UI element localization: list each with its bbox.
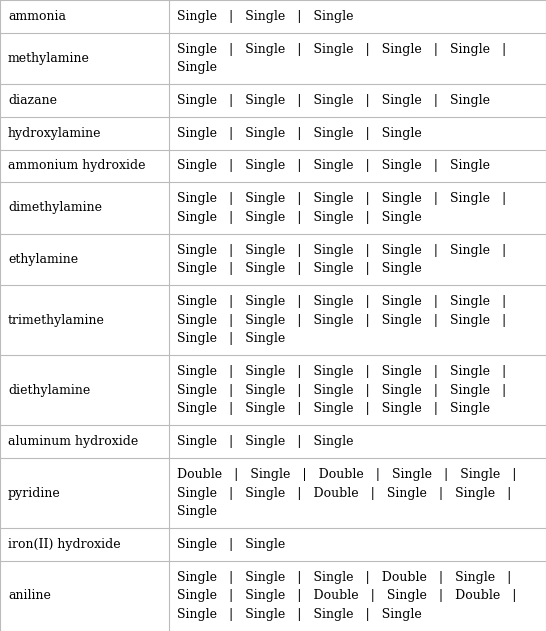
Text: Single   |   Single   |   Single   |   Single   |   Single   |
Single   |   Sing: Single | Single | Single | Single | Sing… xyxy=(177,295,506,345)
Text: Single   |   Single   |   Single   |   Single   |   Single   |
Single   |   Sing: Single | Single | Single | Single | Sing… xyxy=(177,192,506,224)
Text: Single   |   Single   |   Single   |   Single   |   Single   |
Single   |   Sing: Single | Single | Single | Single | Sing… xyxy=(177,244,506,275)
Text: aluminum hydroxide: aluminum hydroxide xyxy=(8,435,138,448)
Text: Single   |   Single   |   Single: Single | Single | Single xyxy=(177,10,353,23)
Text: Single   |   Single   |   Single   |   Double   |   Single   |
Single   |   Sing: Single | Single | Single | Double | Sing… xyxy=(177,571,517,621)
Text: ammonia: ammonia xyxy=(8,10,66,23)
Text: Single   |   Single   |   Single   |   Single   |   Single: Single | Single | Single | Single | Sing… xyxy=(177,94,490,107)
Text: Single   |   Single   |   Single: Single | Single | Single xyxy=(177,435,353,448)
Text: diethylamine: diethylamine xyxy=(8,384,90,397)
Text: methylamine: methylamine xyxy=(8,52,90,65)
Text: pyridine: pyridine xyxy=(8,487,61,500)
Text: dimethylamine: dimethylamine xyxy=(8,201,102,215)
Text: aniline: aniline xyxy=(8,589,51,603)
Text: Single   |   Single   |   Single   |   Single   |   Single: Single | Single | Single | Single | Sing… xyxy=(177,160,490,172)
Text: ethylamine: ethylamine xyxy=(8,253,78,266)
Text: Single   |   Single: Single | Single xyxy=(177,538,285,551)
Text: diazane: diazane xyxy=(8,94,57,107)
Text: Single   |   Single   |   Single   |   Single   |   Single   |
Single: Single | Single | Single | Single | Sing… xyxy=(177,43,506,74)
Text: Single   |   Single   |   Single   |   Single: Single | Single | Single | Single xyxy=(177,127,422,139)
Text: Single   |   Single   |   Single   |   Single   |   Single   |
Single   |   Sing: Single | Single | Single | Single | Sing… xyxy=(177,365,506,415)
Text: ammonium hydroxide: ammonium hydroxide xyxy=(8,160,145,172)
Text: hydroxylamine: hydroxylamine xyxy=(8,127,102,139)
Text: Double   |   Single   |   Double   |   Single   |   Single   |
Single   |   Sing: Double | Single | Double | Single | Sing… xyxy=(177,468,517,518)
Text: trimethylamine: trimethylamine xyxy=(8,314,105,327)
Text: iron(II) hydroxide: iron(II) hydroxide xyxy=(8,538,121,551)
